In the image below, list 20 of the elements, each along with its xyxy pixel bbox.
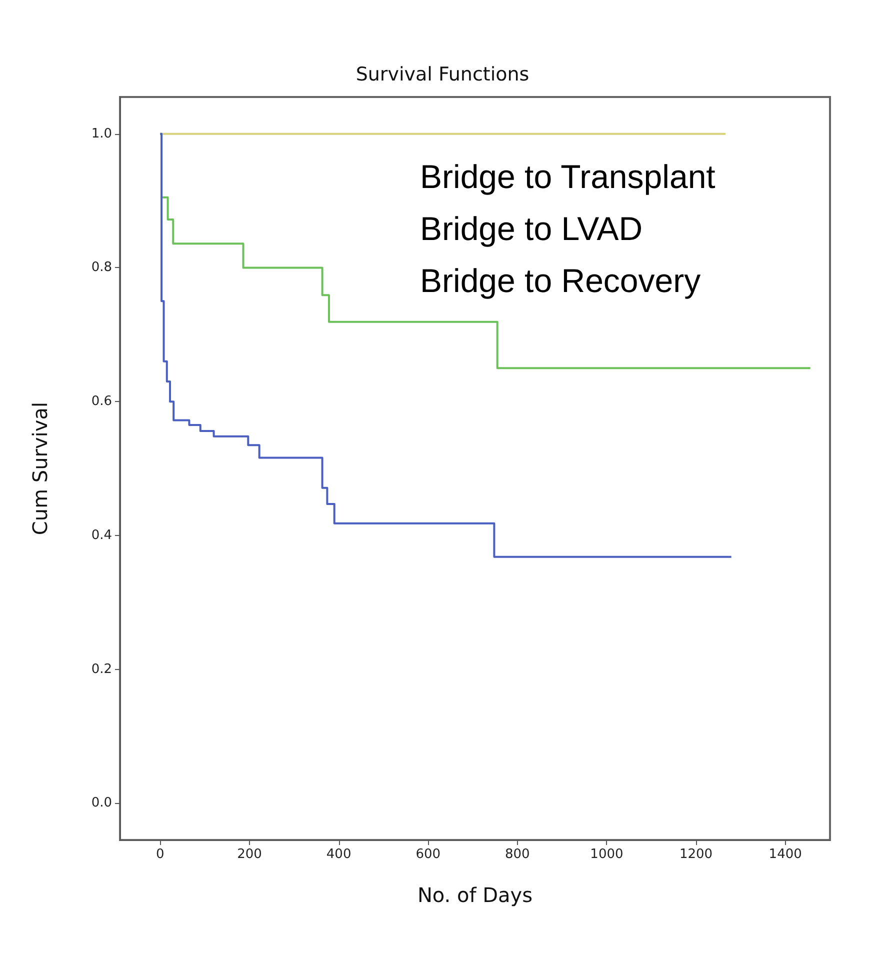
x-tick-label: 800 [505, 847, 530, 862]
y-tick-label: 0.6 [91, 394, 112, 410]
x-tick-label: 1200 [679, 847, 713, 862]
annotation: Bridge to LVAD [420, 210, 643, 247]
x-tick-label: 200 [237, 847, 262, 862]
y-tick-label: 0.0 [91, 796, 112, 811]
x-tick-label: 1000 [590, 847, 624, 862]
x-tick-label: 1400 [768, 847, 802, 862]
x-tick-label: 400 [326, 847, 352, 862]
y-axis-title: Cum Survival [28, 402, 52, 536]
x-tick-label: 600 [416, 847, 441, 862]
y-tick-label: 0.2 [91, 662, 112, 677]
chart-title: Survival Functions [356, 64, 530, 86]
x-axis-title: No. of Days [417, 883, 533, 907]
annotation: Bridge to Transplant [420, 158, 716, 195]
x-tick-label: 0 [156, 847, 164, 862]
y-tick-label: 0.4 [91, 528, 112, 543]
annotation: Bridge to Recovery [420, 262, 702, 299]
y-tick-label: 1.0 [91, 126, 112, 142]
y-tick-label: 0.8 [91, 260, 112, 276]
